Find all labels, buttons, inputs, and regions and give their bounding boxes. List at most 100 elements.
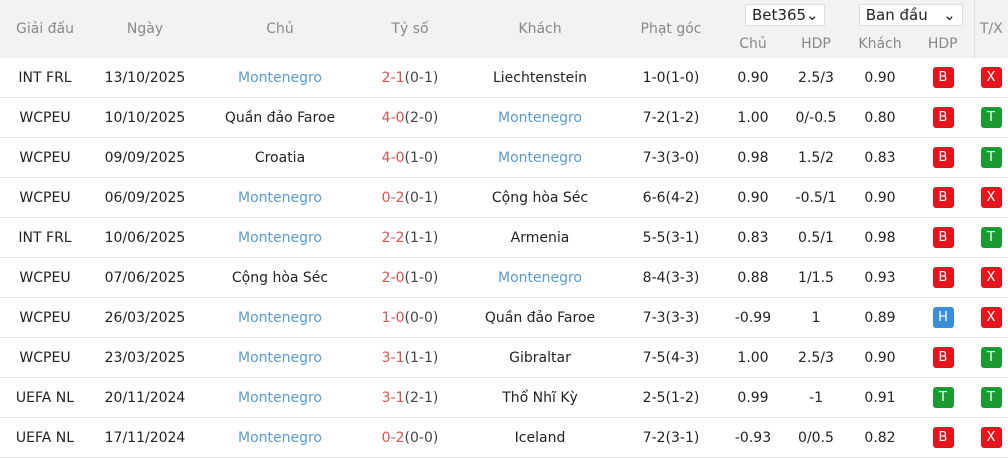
away-team[interactable]: Iceland <box>460 417 620 458</box>
away-team[interactable]: Montenegro <box>460 257 620 298</box>
odds-away: 0.83 <box>848 137 912 178</box>
home-team[interactable]: Montenegro <box>200 217 360 258</box>
odds-home: 0.90 <box>722 177 784 218</box>
date: 26/03/2025 <box>90 297 200 338</box>
hdp-result-badge: B <box>932 267 954 288</box>
away-team[interactable]: Montenegro <box>460 137 620 178</box>
table-row: INT FRL 10/06/2025 Montenegro 2-2(1-1) A… <box>0 217 1008 258</box>
ou-result-badge: X <box>980 67 1002 88</box>
full-score: 3-1 <box>381 349 405 366</box>
full-score: 2-1 <box>381 69 405 86</box>
league: WCPEU <box>0 177 90 218</box>
home-team[interactable]: Montenegro <box>200 337 360 378</box>
score: 4-0(1-0) <box>360 137 460 178</box>
home-team[interactable]: Montenegro <box>200 377 360 418</box>
odds-away: 0.90 <box>848 337 912 378</box>
header-away: Khách <box>460 0 620 58</box>
score: 3-1(1-1) <box>360 337 460 378</box>
league: WCPEU <box>0 297 90 338</box>
away-team[interactable]: Montenegro <box>460 97 620 138</box>
league: INT FRL <box>0 58 90 98</box>
odds-home: 0.83 <box>722 217 784 258</box>
header-odds-hdp: HDP <box>784 29 848 58</box>
home-team[interactable]: Montenegro <box>200 58 360 98</box>
odds-type-select[interactable]: Ban đầu ⌄ <box>858 3 963 26</box>
odds-hdp: 2.5/3 <box>784 58 848 98</box>
chevron-down-icon: ⌄ <box>806 5 819 24</box>
score: 3-1(2-1) <box>360 377 460 418</box>
odds-home: 0.90 <box>722 58 784 98</box>
corners: 2-5(1-2) <box>620 377 722 418</box>
corners: 7-2(3-1) <box>620 417 722 458</box>
date: 06/09/2025 <box>90 177 200 218</box>
odds-home: 1.00 <box>722 337 784 378</box>
away-team[interactable]: Liechtenstein <box>460 58 620 98</box>
odds-hdp: -1 <box>784 377 848 418</box>
table-row: WCPEU 09/09/2025 Croatia 4-0(1-0) Monten… <box>0 137 1008 178</box>
header-ou: T/X <box>973 0 1008 58</box>
odds-home: 1.00 <box>722 97 784 138</box>
date: 13/10/2025 <box>90 58 200 98</box>
corners: 7-3(3-0) <box>620 137 722 178</box>
odds-home: 0.88 <box>722 257 784 298</box>
corners: 7-3(3-3) <box>620 297 722 338</box>
ou-result-badge: T <box>980 147 1002 168</box>
odds-home: 0.99 <box>722 377 784 418</box>
half-score: (1-0) <box>404 269 439 286</box>
corners: 8-4(3-3) <box>620 257 722 298</box>
away-team[interactable]: Gibraltar <box>460 337 620 378</box>
home-team[interactable]: Montenegro <box>200 297 360 338</box>
away-team[interactable]: Armenia <box>460 217 620 258</box>
hdp-result-badge: B <box>932 347 954 368</box>
full-score: 0-2 <box>381 429 405 446</box>
home-team[interactable]: Montenegro <box>200 177 360 218</box>
odds-hdp: 0/-0.5 <box>784 97 848 138</box>
full-score: 2-2 <box>381 229 405 246</box>
league: WCPEU <box>0 137 90 178</box>
date: 20/11/2024 <box>90 377 200 418</box>
away-team[interactable]: Quần đảo Faroe <box>460 297 620 338</box>
corners: 7-5(4-3) <box>620 337 722 378</box>
hdp-result-badge: T <box>932 387 954 408</box>
away-team[interactable]: Thổ Nhĩ Kỳ <box>460 377 620 418</box>
table-row: WCPEU 26/03/2025 Montenegro 1-0(0-0) Quầ… <box>0 297 1008 338</box>
chevron-down-icon: ⌄ <box>943 5 956 24</box>
hdp-result-badge: B <box>932 427 954 448</box>
bookmaker-select[interactable]: Bet365 ⌄ <box>745 3 825 26</box>
ou-result-badge: T <box>980 107 1002 128</box>
home-team[interactable]: Croatia <box>200 137 360 178</box>
hdp-result-badge: B <box>932 147 954 168</box>
odds-hdp: 1.5/2 <box>784 137 848 178</box>
date: 23/03/2025 <box>90 337 200 378</box>
header-corners: Phạt góc <box>620 0 722 58</box>
score: 2-2(1-1) <box>360 217 460 258</box>
full-score: 4-0 <box>381 109 405 126</box>
hdp-result-badge: B <box>932 67 954 88</box>
home-team[interactable]: Cộng hòa Séc <box>200 257 360 298</box>
hdp-result-badge: B <box>932 107 954 128</box>
full-score: 1-0 <box>381 309 405 326</box>
home-team[interactable]: Montenegro <box>200 417 360 458</box>
table-row: WCPEU 07/06/2025 Cộng hòa Séc 2-0(1-0) M… <box>0 257 1008 298</box>
hdp-result-badge: H <box>932 307 954 328</box>
full-score: 0-2 <box>381 189 405 206</box>
odds-away: 0.82 <box>848 417 912 458</box>
table-row: UEFA NL 17/11/2024 Montenegro 0-2(0-0) I… <box>0 417 1008 458</box>
corners: 1-0(1-0) <box>620 58 722 98</box>
away-team[interactable]: Cộng hòa Séc <box>460 177 620 218</box>
odds-hdp: 1 <box>784 297 848 338</box>
odds-away: 0.93 <box>848 257 912 298</box>
odds-home: -0.93 <box>722 417 784 458</box>
ou-result-badge: T <box>980 387 1002 408</box>
corners: 6-6(4-2) <box>620 177 722 218</box>
odds-away: 0.89 <box>848 297 912 338</box>
corners: 5-5(3-1) <box>620 217 722 258</box>
score: 2-0(1-0) <box>360 257 460 298</box>
date: 17/11/2024 <box>90 417 200 458</box>
home-team[interactable]: Quần đảo Faroe <box>200 97 360 138</box>
corners: 7-2(1-2) <box>620 97 722 138</box>
full-score: 4-0 <box>381 149 405 166</box>
half-score: (1-0) <box>404 149 439 166</box>
date: 10/10/2025 <box>90 97 200 138</box>
